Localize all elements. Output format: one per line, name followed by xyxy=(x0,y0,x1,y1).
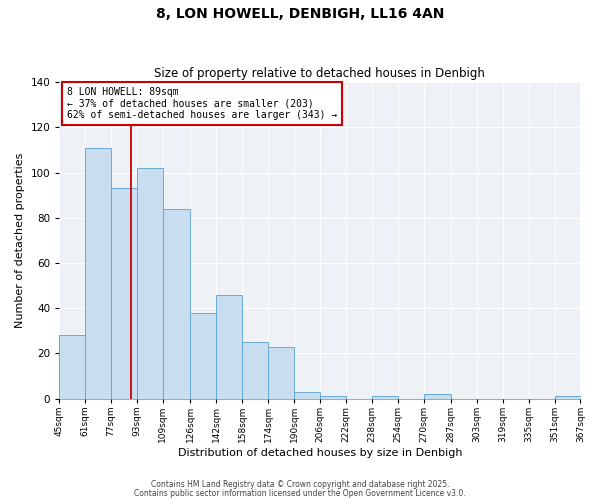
Text: Contains public sector information licensed under the Open Government Licence v3: Contains public sector information licen… xyxy=(134,489,466,498)
Bar xyxy=(294,392,320,398)
X-axis label: Distribution of detached houses by size in Denbigh: Distribution of detached houses by size … xyxy=(178,448,462,458)
Bar xyxy=(111,188,137,398)
Bar xyxy=(59,336,85,398)
Bar xyxy=(554,396,581,398)
Bar xyxy=(163,208,190,398)
Bar xyxy=(85,148,111,398)
Bar xyxy=(217,294,242,399)
Text: Contains HM Land Registry data © Crown copyright and database right 2025.: Contains HM Land Registry data © Crown c… xyxy=(151,480,449,489)
Title: Size of property relative to detached houses in Denbigh: Size of property relative to detached ho… xyxy=(154,66,485,80)
Bar xyxy=(424,394,451,398)
Bar xyxy=(268,346,294,399)
Bar xyxy=(190,312,217,398)
Text: 8 LON HOWELL: 89sqm
← 37% of detached houses are smaller (203)
62% of semi-detac: 8 LON HOWELL: 89sqm ← 37% of detached ho… xyxy=(67,87,337,120)
Bar xyxy=(242,342,268,398)
Bar xyxy=(320,396,346,398)
Bar xyxy=(372,396,398,398)
Y-axis label: Number of detached properties: Number of detached properties xyxy=(15,152,25,328)
Bar xyxy=(137,168,163,398)
Text: 8, LON HOWELL, DENBIGH, LL16 4AN: 8, LON HOWELL, DENBIGH, LL16 4AN xyxy=(156,8,444,22)
